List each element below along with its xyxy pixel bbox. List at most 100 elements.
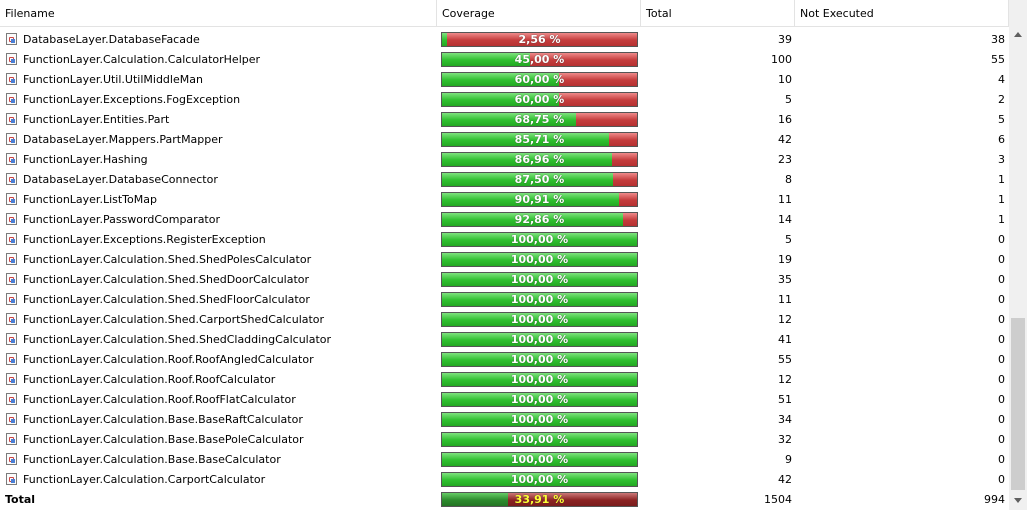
table-row[interactable]: FunctionLayer.Calculation.Shed.CarportSh… [0, 309, 1009, 329]
coverage-fill [442, 332, 637, 346]
table-row[interactable]: FunctionLayer.PasswordComparator 92,86 % 1… [0, 209, 1009, 229]
total-cell: 35 [778, 272, 792, 286]
table-row[interactable]: FunctionLayer.Calculation.Shed.ShedFloor… [0, 289, 1009, 309]
table-row[interactable]: FunctionLayer.Hashing 86,96 % 23 3 [0, 149, 1009, 169]
class-file-icon [6, 333, 17, 345]
coverage-cell: 100,00 % [437, 431, 641, 447]
coverage-bar: 100,00 % [441, 351, 638, 367]
filename-text: FunctionLayer.ListToMap [23, 192, 157, 206]
table-row[interactable]: DatabaseLayer.DatabaseConnector 87,50 % 8 1 [0, 169, 1009, 189]
not-executed-cell: 0 [998, 372, 1005, 386]
table-row[interactable]: FunctionLayer.Entities.Part 68,75 % 16 5 [0, 109, 1009, 129]
table-row[interactable]: FunctionLayer.ListToMap 90,91 % 11 1 [0, 189, 1009, 209]
header-coverage[interactable]: Coverage [437, 0, 641, 26]
filename-text: FunctionLayer.Calculation.Roof.RoofCalcu… [23, 372, 276, 386]
filename-cell: FunctionLayer.ListToMap [0, 193, 437, 206]
scrollbar-thumb[interactable] [1011, 318, 1025, 490]
filename-cell: FunctionLayer.Calculation.Shed.ShedFloor… [0, 293, 437, 306]
coverage-bar: 100,00 % [441, 251, 638, 267]
table-row[interactable]: FunctionLayer.Calculation.Base.BaseRaftC… [0, 409, 1009, 429]
coverage-fill [442, 232, 637, 246]
coverage-cell: 100,00 % [437, 411, 641, 427]
filename-text: FunctionLayer.Calculation.Shed.ShedPoles… [23, 252, 312, 266]
not-executed-cell: 1 [998, 212, 1005, 226]
table-row[interactable]: FunctionLayer.Calculation.Base.BaseCalcu… [0, 449, 1009, 469]
coverage-bar: 45,00 % [441, 51, 638, 67]
total-cell: 5 [785, 92, 792, 106]
not-executed-cell: 6 [998, 132, 1005, 146]
coverage-fill [442, 412, 637, 426]
header-not-executed[interactable]: Not Executed [795, 0, 1009, 26]
table-row[interactable]: FunctionLayer.Util.UtilMiddleMan 60,00 % 1… [0, 69, 1009, 89]
coverage-bar: 100,00 % [441, 471, 638, 487]
filename-cell: FunctionLayer.Calculation.Base.BaseCalcu… [0, 453, 437, 466]
total-cell: 12 [778, 372, 792, 386]
coverage-cell: 100,00 % [437, 391, 641, 407]
coverage-percent: 100,00 % [510, 472, 569, 486]
header-total[interactable]: Total [641, 0, 795, 26]
not-executed-cell: 0 [998, 352, 1005, 366]
arrow-up-icon[interactable] [1009, 26, 1027, 44]
table-row[interactable]: FunctionLayer.Exceptions.FogException 60,… [0, 89, 1009, 109]
not-executed-cell: 4 [998, 72, 1005, 86]
coverage-cell: 100,00 % [437, 251, 641, 267]
coverage-cell: 68,75 % [437, 111, 641, 127]
vertical-scrollbar[interactable] [1009, 0, 1027, 510]
table-row[interactable]: DatabaseLayer.Mappers.PartMapper 85,71 % 4… [0, 129, 1009, 149]
coverage-bar: 100,00 % [441, 311, 638, 327]
coverage-bar: 85,71 % [441, 131, 638, 147]
filename-text: FunctionLayer.Calculation.Shed.ShedFloor… [23, 292, 310, 306]
filename-text: FunctionLayer.Calculation.Base.BaseCalcu… [23, 452, 281, 466]
not-executed-cell: 0 [998, 432, 1005, 446]
total-cell: 19 [778, 252, 792, 266]
total-cell: 23 [778, 152, 792, 166]
coverage-bar: 100,00 % [441, 231, 638, 247]
header-filename[interactable]: Filename [0, 0, 437, 26]
table-row[interactable]: FunctionLayer.Calculation.Roof.RoofFlatC… [0, 389, 1009, 409]
arrow-down-icon[interactable] [1009, 492, 1027, 510]
class-file-icon [6, 173, 17, 185]
coverage-percent: 68,75 % [514, 112, 565, 126]
total-cell: 42 [778, 472, 792, 486]
coverage-cell: 92,86 % [437, 211, 641, 227]
coverage-bar: 92,86 % [441, 211, 638, 227]
filename-text: FunctionLayer.Calculation.Shed.CarportSh… [23, 312, 325, 326]
coverage-cell: 87,50 % [437, 171, 641, 187]
class-file-icon [6, 393, 17, 405]
total-coverage-bar: 33,91 % [441, 491, 638, 507]
table-row[interactable]: FunctionLayer.Calculation.Roof.RoofAngle… [0, 349, 1009, 369]
table-row[interactable]: DatabaseLayer.DatabaseFacade 2,56 % 39 38 [0, 29, 1009, 49]
table-row[interactable]: FunctionLayer.Calculation.Shed.ShedDoorC… [0, 269, 1009, 289]
coverage-fill [442, 152, 612, 166]
coverage-percent: 100,00 % [510, 332, 569, 346]
table-row[interactable]: FunctionLayer.Calculation.CalculatorHelp… [0, 49, 1009, 69]
total-cell: 39 [778, 32, 792, 46]
not-executed-cell: 0 [998, 332, 1005, 346]
table-row[interactable]: FunctionLayer.Calculation.Base.BasePoleC… [0, 429, 1009, 449]
table-row[interactable]: FunctionLayer.Calculation.Shed.ShedCladd… [0, 329, 1009, 349]
coverage-bar: 90,91 % [441, 191, 638, 207]
total-cell: 12 [778, 312, 792, 326]
class-file-icon [6, 273, 17, 285]
coverage-bar: 100,00 % [441, 291, 638, 307]
not-executed-cell: 2 [998, 92, 1005, 106]
table-row[interactable]: FunctionLayer.Calculation.Shed.ShedPoles… [0, 249, 1009, 269]
filename-text: FunctionLayer.Calculation.Roof.RoofFlatC… [23, 392, 296, 406]
filename-text: DatabaseLayer.DatabaseFacade [23, 32, 200, 46]
coverage-fill [442, 32, 447, 46]
table-row[interactable]: FunctionLayer.Calculation.Roof.RoofCalcu… [0, 369, 1009, 389]
coverage-fill [442, 292, 637, 306]
filename-cell: FunctionLayer.Calculation.Roof.RoofCalcu… [0, 373, 437, 386]
total-cell: 100 [771, 52, 792, 66]
class-file-icon [6, 293, 17, 305]
filename-text: FunctionLayer.Exceptions.RegisterExcepti… [23, 232, 266, 246]
total-cell: 32 [778, 432, 792, 446]
coverage-fill [442, 52, 530, 66]
total-row[interactable]: Total 33,91 % 1504 994 [0, 489, 1009, 509]
coverage-fill [442, 452, 637, 466]
coverage-bar: 2,56 % [441, 31, 638, 47]
coverage-table-body: DatabaseLayer.DatabaseFacade 2,56 % 39 38 Fu… [0, 29, 1009, 489]
table-row[interactable]: FunctionLayer.Calculation.CarportCalcula… [0, 469, 1009, 489]
table-row[interactable]: FunctionLayer.Exceptions.RegisterExcepti… [0, 229, 1009, 249]
coverage-cell: 86,96 % [437, 151, 641, 167]
